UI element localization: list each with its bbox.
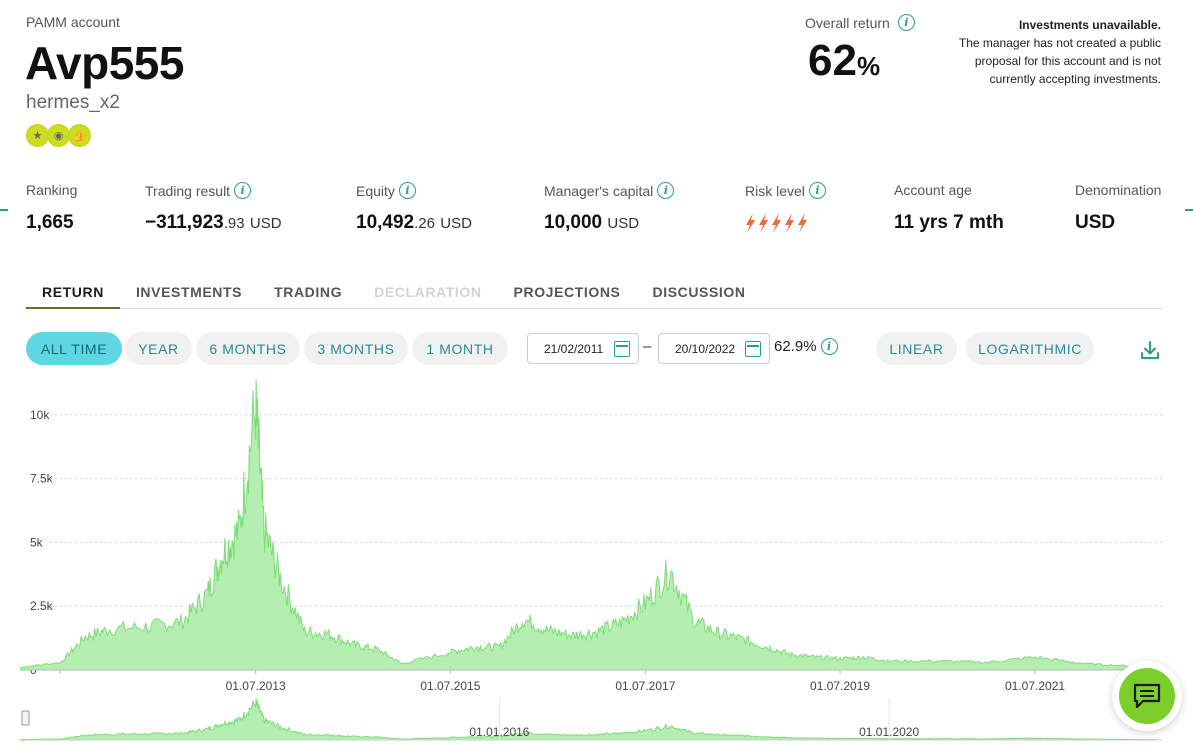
notice-text: The manager has not created a public pro… (958, 36, 1161, 86)
y-tick-label: 2.5k (30, 599, 54, 613)
download-icon[interactable] (1139, 339, 1161, 361)
all-time-button[interactable]: ALL TIME (26, 332, 122, 365)
three-months-button[interactable]: 3 MONTHS (304, 332, 408, 365)
tab-declaration: DECLARATION (374, 284, 482, 300)
one-month-button[interactable]: 1 MONTH (412, 332, 508, 365)
account-age-value: 11 yrs 7 mth (894, 212, 1004, 233)
tab-discussion[interactable]: DISCUSSION (652, 284, 746, 300)
risk-bolt-icon (798, 213, 807, 233)
trading-result-value: −311,923.93 USD (145, 212, 282, 233)
navigator-tick-label: 01.01.2020 (859, 725, 919, 739)
overall-return-value: 62% (808, 36, 881, 85)
trading-result-label: Trading result i (145, 182, 252, 199)
year-button[interactable]: YEAR (125, 332, 192, 365)
notice-title: Investments unavailable. (1018, 18, 1161, 32)
chat-bubble-icon (1119, 668, 1175, 724)
linear-scale-button[interactable]: LINEAR (876, 332, 957, 365)
risk-bolt-icon (746, 213, 755, 233)
navigator-series[interactable] (20, 698, 1158, 741)
tab-bar: RETURN INVESTMENTS TRADING DECLARATION P… (26, 282, 1162, 309)
tab-trading[interactable]: TRADING (274, 284, 343, 300)
info-icon[interactable]: i (808, 182, 826, 199)
ranking-label: Ranking (26, 182, 78, 198)
achievement-badges: ★ ◉ 👍 (26, 124, 91, 147)
risk-bolt-icon (785, 213, 794, 233)
left-edge-marker (0, 209, 8, 211)
tab-projections[interactable]: PROJECTIONS (513, 284, 621, 300)
overall-return-label: Overall return i (805, 14, 915, 31)
account-name: Avp555 (25, 37, 184, 89)
flame-badge-icon[interactable]: ◉ (47, 124, 70, 147)
calendar-icon[interactable] (614, 341, 630, 357)
equity-value: 10,492.26 USD (356, 212, 472, 233)
ranking-value: 1,665 (26, 212, 74, 233)
account-type-label: PAMM account (26, 14, 120, 30)
return-chart[interactable]: 02.5k5k7.5k10k01.07.201301.07.201501.07.… (0, 380, 1193, 749)
calendar-icon[interactable] (745, 341, 761, 357)
thumbs-up-badge-icon[interactable]: 👍 (68, 124, 91, 147)
x-tick-label: 01.07.2013 (226, 679, 286, 693)
x-tick-label: 01.07.2019 (810, 679, 870, 693)
y-tick-label: 7.5k (30, 472, 54, 486)
six-months-button[interactable]: 6 MONTHS (196, 332, 300, 365)
investments-notice: Investments unavailable. The manager has… (941, 16, 1161, 88)
navigator-left-handle[interactable] (21, 710, 30, 726)
manager-name[interactable]: hermes_x2 (26, 92, 120, 113)
risk-bolt-icon (772, 213, 781, 233)
denomination-value: USD (1075, 212, 1116, 233)
x-tick-label: 01.07.2021 (1005, 679, 1065, 693)
y-tick-label: 10k (30, 408, 50, 422)
risk-level-indicator (744, 212, 808, 234)
logarithmic-scale-button[interactable]: LOGARITHMIC (966, 332, 1094, 365)
denomination-label: Denomination (1075, 182, 1162, 198)
managers-capital-label: Manager's capital i (544, 182, 675, 199)
account-age-label: Account age (894, 182, 972, 198)
info-icon[interactable]: i (398, 182, 416, 199)
date-to-field[interactable]: 20/10/2022 (658, 333, 770, 364)
info-icon[interactable]: i (234, 182, 252, 199)
range-return: 62.9% i (774, 338, 838, 355)
navigator-tick-label: 01.01.2016 (469, 725, 529, 739)
star-badge-icon[interactable]: ★ (26, 124, 49, 147)
tab-return[interactable]: RETURN (26, 282, 120, 309)
return-area-series[interactable] (20, 380, 1158, 671)
info-icon[interactable]: i (897, 14, 915, 31)
risk-bolt-icon (759, 213, 768, 233)
date-from-field[interactable]: 21/02/2011 (527, 333, 639, 364)
info-icon[interactable]: i (820, 338, 838, 355)
managers-capital-value: 10,000 USD (544, 212, 640, 233)
info-icon[interactable]: i (657, 182, 675, 199)
equity-label: Equity i (356, 182, 416, 199)
x-tick-label: 01.07.2015 (420, 679, 480, 693)
tab-investments[interactable]: INVESTMENTS (135, 284, 243, 300)
risk-level-label: Risk level i (745, 182, 826, 199)
chat-button[interactable] (1112, 661, 1182, 731)
x-tick-label: 01.07.2017 (615, 679, 675, 693)
y-tick-label: 5k (30, 535, 44, 549)
right-edge-marker (1185, 209, 1193, 211)
date-separator: – (643, 338, 652, 355)
